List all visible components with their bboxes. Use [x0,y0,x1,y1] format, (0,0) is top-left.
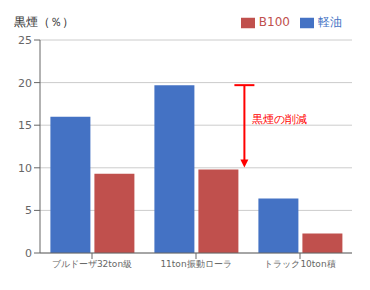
svg-text:20: 20 [18,77,32,90]
svg-text:黒煙の削減: 黒煙の削減 [252,113,307,126]
html-text:B100: B100 [258,15,290,29]
html-text:軽油: 軽油 [318,15,342,29]
svg-text:10: 10 [18,162,32,175]
svg-text:25: 25 [18,34,32,47]
html-text:黒煙（％）: 黒煙（％） [14,15,74,29]
svg-text:0: 0 [25,247,32,260]
svg-text:ブルドーザ32ton級: ブルドーザ32ton級 [52,259,132,269]
svg-text:5: 5 [25,204,32,217]
svg-text:トラック10ton積: トラック10ton積 [264,259,335,269]
svg-text:15: 15 [18,119,32,132]
svg-text:11ton振動ローラ: 11ton振動ローラ [160,259,231,269]
